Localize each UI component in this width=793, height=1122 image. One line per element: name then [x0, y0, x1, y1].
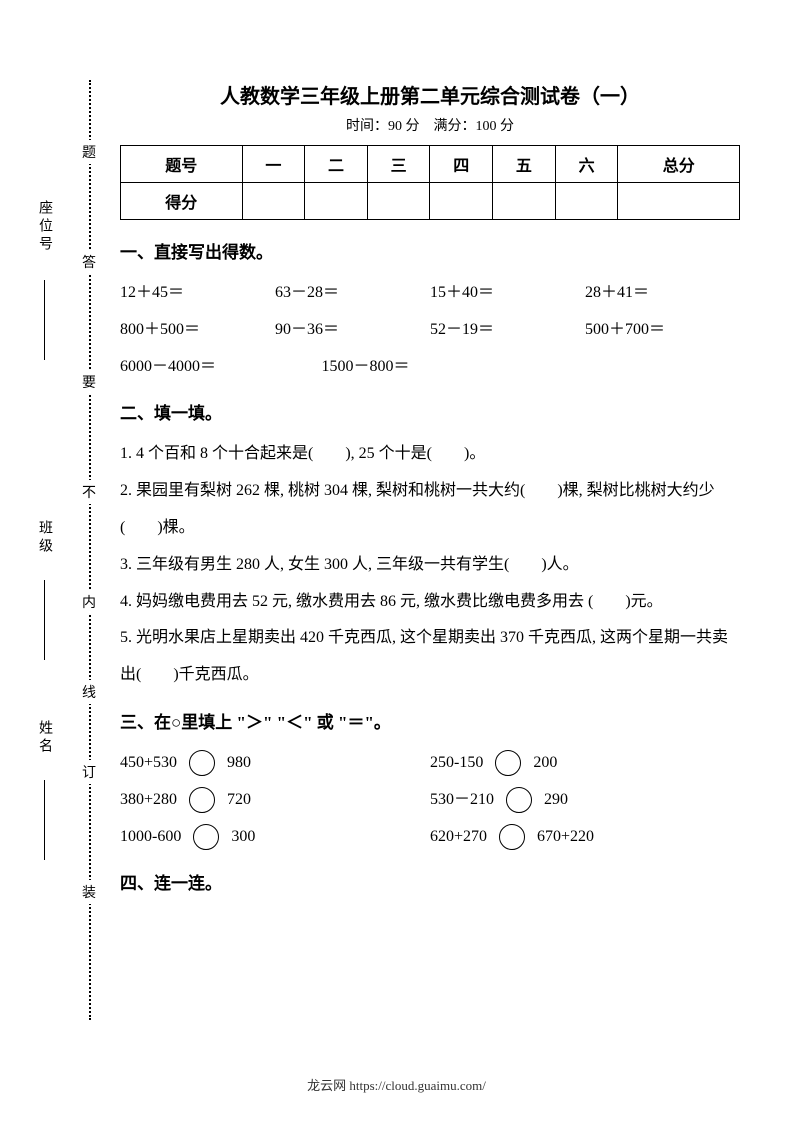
- th: 二: [305, 146, 368, 183]
- equation: 6000－4000＝: [120, 349, 322, 386]
- strip-marker: 不: [82, 480, 96, 504]
- compare-item: 250-150 200: [430, 745, 740, 782]
- exam-title: 人教数学三年级上册第二单元综合测试卷（一）: [120, 80, 740, 109]
- rhs: 300: [231, 819, 255, 856]
- compare-item: 380+280 720: [120, 782, 430, 819]
- th: 六: [555, 146, 618, 183]
- circle-blank: [189, 750, 215, 776]
- th: 五: [493, 146, 556, 183]
- circle-blank: [506, 787, 532, 813]
- section-1-body: 12＋45＝ 63－28＝ 15＋40＝ 28＋41＝ 800＋500＝ 90－…: [120, 275, 740, 385]
- compare-item: 620+270 670+220: [430, 819, 740, 856]
- lhs: 250-150: [430, 745, 483, 782]
- th: 四: [430, 146, 493, 183]
- strip-underline: [44, 280, 45, 360]
- equation: 52－19＝: [430, 312, 585, 349]
- lhs: 620+270: [430, 819, 487, 856]
- circle-blank: [193, 824, 219, 850]
- strip-marker: 装: [82, 880, 96, 904]
- rhs: 200: [533, 745, 557, 782]
- strip-underline: [44, 780, 45, 860]
- section-heading-4: 四、连一连。: [120, 869, 740, 894]
- equation: 15＋40＝: [430, 275, 585, 312]
- question: 5. 光明水果店上星期卖出 420 千克西瓜, 这个星期卖出 370 千克西瓜,…: [120, 620, 740, 694]
- cell-blank: [618, 183, 740, 220]
- circle-blank: [499, 824, 525, 850]
- lhs: 1000-600: [120, 819, 181, 856]
- compare-item: 1000-600 300: [120, 819, 430, 856]
- section-heading-1: 一、直接写出得数。: [120, 238, 740, 263]
- score-table: 题号 一 二 三 四 五 六 总分 得分: [120, 145, 740, 220]
- equation: 1500－800＝: [322, 349, 741, 386]
- strip-label-class: 班级: [34, 520, 54, 556]
- cell-blank: [493, 183, 556, 220]
- question: 2. 果园里有梨树 262 棵, 桃树 304 棵, 梨树和桃树一共大约( )棵…: [120, 473, 740, 547]
- lhs: 530－210: [430, 782, 494, 819]
- lhs: 380+280: [120, 782, 177, 819]
- strip-marker: 题: [82, 140, 96, 164]
- section-2-body: 1. 4 个百和 8 个十合起来是( ), 25 个十是( )。 2. 果园里有…: [120, 436, 740, 694]
- cell-blank: [555, 183, 618, 220]
- question: 1. 4 个百和 8 个十合起来是( ), 25 个十是( )。: [120, 436, 740, 473]
- section-heading-3: 三、在○里填上 "＞" "＜" 或 "＝"。: [120, 708, 740, 733]
- th: 得分: [121, 183, 243, 220]
- cell-blank: [430, 183, 493, 220]
- th: 题号: [121, 146, 243, 183]
- compare-item: 530－210 290: [430, 782, 740, 819]
- strip-label-seat: 座位号: [34, 200, 54, 254]
- strip-underline: [44, 580, 45, 660]
- th: 一: [242, 146, 305, 183]
- rhs: 980: [227, 745, 251, 782]
- strip-marker: 答: [82, 250, 96, 274]
- page-footer: 龙云网 https://cloud.guaimu.com/: [0, 1075, 793, 1094]
- th: 三: [367, 146, 430, 183]
- circle-blank: [495, 750, 521, 776]
- equation: 12＋45＝: [120, 275, 275, 312]
- circle-blank: [189, 787, 215, 813]
- strip-marker: 要: [82, 370, 96, 394]
- rhs: 720: [227, 782, 251, 819]
- equation: 800＋500＝: [120, 312, 275, 349]
- equation: 90－36＝: [275, 312, 430, 349]
- lhs: 450+530: [120, 745, 177, 782]
- equation: 28＋41＝: [585, 275, 740, 312]
- compare-item: 450+530 980: [120, 745, 430, 782]
- question: 3. 三年级有男生 280 人, 女生 300 人, 三年级一共有学生( )人。: [120, 547, 740, 584]
- exam-subtitle: 时间：90 分 满分：100 分: [120, 115, 740, 135]
- cell-blank: [242, 183, 305, 220]
- th: 总分: [618, 146, 740, 183]
- cell-blank: [367, 183, 430, 220]
- equation: 500＋700＝: [585, 312, 740, 349]
- table-row: 题号 一 二 三 四 五 六 总分: [121, 146, 740, 183]
- strip-marker: 订: [82, 760, 96, 784]
- question: 4. 妈妈缴电费用去 52 元, 缴水费用去 86 元, 缴水费比缴电费多用去 …: [120, 584, 740, 621]
- strip-marker: 线: [82, 680, 96, 704]
- binding-strip: 座位号 班级 姓名 题 答 要 不 内 线 订 装: [34, 80, 104, 1020]
- rhs: 290: [544, 782, 568, 819]
- section-3-body: 450+530 980 250-150 200 380+280 720 530－210…: [120, 745, 740, 855]
- strip-label-name: 姓名: [34, 720, 54, 756]
- cell-blank: [305, 183, 368, 220]
- rhs: 670+220: [537, 819, 594, 856]
- table-row: 得分: [121, 183, 740, 220]
- page-content: 人教数学三年级上册第二单元综合测试卷（一） 时间：90 分 满分：100 分 题…: [120, 80, 740, 906]
- section-heading-2: 二、填一填。: [120, 399, 740, 424]
- dotted-line: [89, 80, 91, 1020]
- strip-marker: 内: [82, 590, 96, 614]
- equation: 63－28＝: [275, 275, 430, 312]
